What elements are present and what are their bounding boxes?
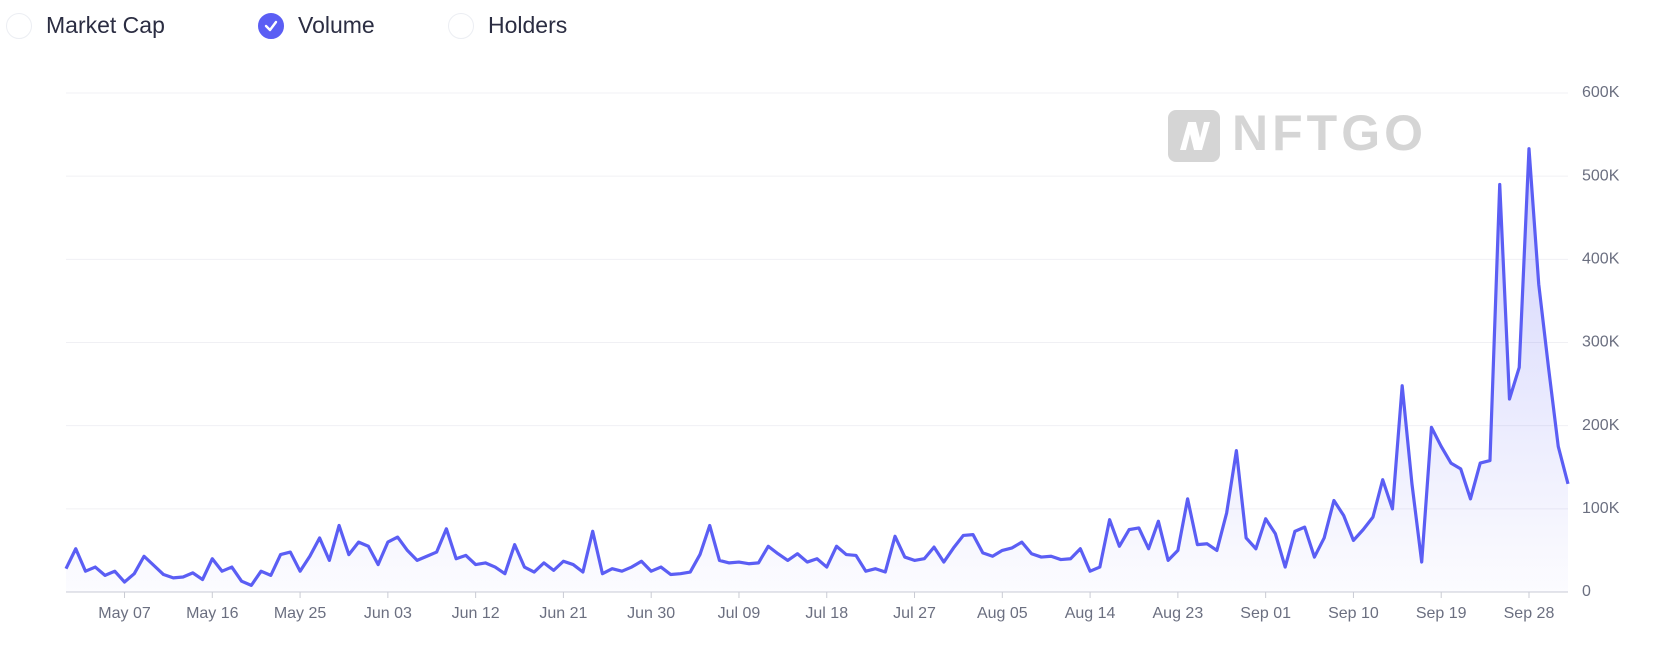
x-tick-label: May 25 [274, 605, 327, 622]
toggle-bar: Market Cap Volume Holders [6, 12, 608, 39]
watermark-icon [1168, 110, 1220, 162]
x-tick-label: Jun 12 [452, 605, 500, 622]
y-tick-label: 100K [1582, 500, 1620, 517]
watermark-glyph [1180, 122, 1210, 150]
x-tick-label: Jun 30 [627, 605, 675, 622]
x-tick-label: Sep 01 [1240, 605, 1291, 622]
x-tick-label: May 16 [186, 605, 239, 622]
x-tick-label: Jun 03 [364, 605, 412, 622]
toggle[interactable]: Volume [258, 12, 448, 39]
toggle[interactable]: Market Cap [6, 12, 258, 39]
x-tick-label: Jul 27 [893, 605, 936, 622]
toggle-indicator[interactable] [448, 12, 474, 39]
toggle-indicator[interactable] [6, 12, 32, 39]
x-tick-label: Aug 14 [1065, 605, 1116, 622]
watermark: NFTGO [1168, 105, 1427, 162]
toggle-label[interactable]: Market Cap [46, 12, 165, 38]
x-tick-label: Jun 21 [539, 605, 587, 622]
y-tick-label: 600K [1582, 84, 1620, 101]
x-tick-label: Jul 09 [718, 605, 761, 622]
x-tick-label: Sep 10 [1328, 605, 1379, 622]
y-tick-label: 300K [1582, 334, 1620, 351]
area [66, 148, 1568, 592]
x-tick-label: May 07 [98, 605, 151, 622]
y-tick-label: 0 [1582, 583, 1591, 600]
toggle-label[interactable]: Holders [488, 12, 568, 38]
y-tick-label: 200K [1582, 417, 1620, 434]
toggle[interactable]: Holders [448, 12, 608, 39]
check-icon [264, 20, 278, 31]
watermark-text: NFTGO [1232, 105, 1427, 161]
line [64, 147, 1570, 587]
x-tick-label: Sep 19 [1416, 605, 1467, 622]
x-tick-label: Aug 05 [977, 605, 1028, 622]
x-tick-label: Sep 28 [1504, 605, 1555, 622]
toggle-label[interactable]: Volume [298, 12, 375, 38]
x-tick-label: Jul 18 [805, 605, 848, 622]
x-tick-label: Aug 23 [1153, 605, 1204, 622]
toggle-indicator[interactable] [258, 12, 284, 39]
y-tick-label: 500K [1582, 167, 1620, 184]
y-tick-label: 400K [1582, 251, 1620, 268]
